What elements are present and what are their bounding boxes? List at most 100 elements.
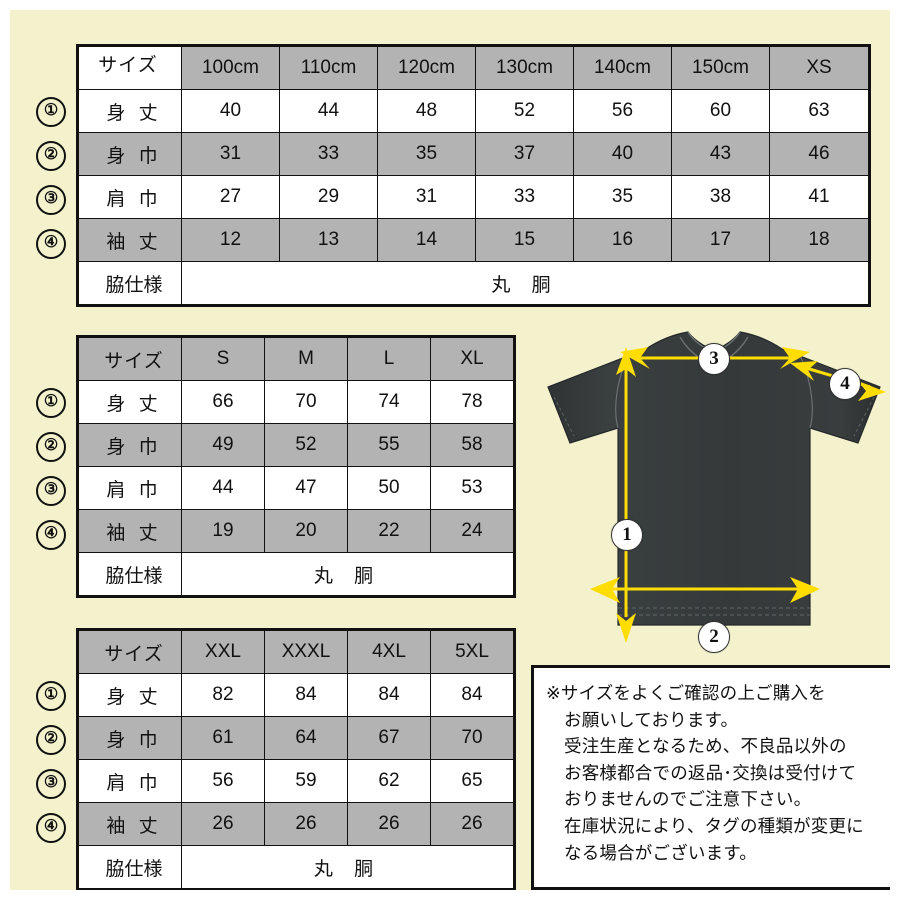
tshirt-measurement-diagram: 3 4 1 2	[528, 325, 890, 655]
cell: 84	[347, 673, 431, 717]
cell: 29	[279, 175, 378, 219]
cell: 63	[769, 89, 870, 133]
col-header: XL	[430, 336, 515, 381]
cell: 37	[475, 132, 574, 176]
cell: 74	[347, 380, 431, 424]
row-label: 肩 巾	[77, 175, 182, 219]
cell: 44	[279, 89, 378, 133]
note-line: 在庫状況により、タグの種類が変更に	[564, 815, 864, 836]
row-label: 身 丈	[77, 673, 182, 717]
row-label: 肩 巾	[77, 466, 182, 510]
footer-label: 脇仕様	[77, 845, 182, 890]
cell: 31	[181, 132, 280, 176]
table-footer-row: 脇仕様 丸 胴	[77, 845, 515, 890]
table-footer-row: 脇仕様 丸 胴	[77, 261, 870, 306]
marker-4-adult: ④	[36, 520, 66, 550]
cell: 35	[573, 175, 672, 219]
marker-2-kids: ②	[36, 141, 66, 171]
table-row: 身 巾 61 64 67 70	[77, 716, 515, 760]
footer-value: 丸 胴	[181, 261, 870, 306]
cell: 19	[181, 509, 265, 553]
cell: 14	[377, 218, 476, 262]
arrow-2-body-width	[590, 577, 820, 603]
cell: 64	[264, 716, 348, 760]
bottom-hem-stitch	[618, 607, 810, 616]
cell: 62	[347, 759, 431, 803]
purchase-notice-box: ※サイズをよくご確認の上ご購入を お願いしております。 受注生産となるため、不良…	[531, 665, 890, 890]
table-row: 肩 巾 27 29 31 33 35 38 41	[77, 175, 870, 219]
cell: 56	[573, 89, 672, 133]
cell: 66	[181, 380, 265, 424]
cell: 67	[347, 716, 431, 760]
cell: 58	[430, 423, 515, 467]
row-label: 身 丈	[77, 89, 182, 133]
cell: 24	[430, 509, 515, 553]
marker-3-kids: ③	[36, 185, 66, 215]
cell: 55	[347, 423, 431, 467]
cell: 84	[430, 673, 515, 717]
arrow-1-body-length	[616, 347, 636, 643]
row-label: 身 丈	[77, 380, 182, 424]
table-header-row: サイズ XXL XXXL 4XL 5XL	[77, 629, 515, 674]
cell: 12	[181, 218, 280, 262]
cell: 38	[671, 175, 770, 219]
col-header: XXL	[181, 629, 265, 674]
col-header: XS	[769, 45, 870, 90]
cell: 35	[377, 132, 476, 176]
cell: 70	[430, 716, 515, 760]
callout-2: 2	[698, 621, 730, 653]
cell: 27	[181, 175, 280, 219]
marker-1-kids: ①	[36, 97, 66, 127]
cell: 16	[573, 218, 672, 262]
cell: 43	[671, 132, 770, 176]
cell: 82	[181, 673, 265, 717]
cell: 13	[279, 218, 378, 262]
table-header-row: 身 丈 100cm 110cm 120cm 130cm 140cm 150cm …	[78, 45, 870, 90]
cell: 15	[475, 218, 574, 262]
col-header: 5XL	[430, 629, 515, 674]
big-size-table: サイズ XXL XXXL 4XL 5XL 身 丈 82 84 84 84 身 巾…	[76, 628, 516, 890]
table-row: 身 丈 82 84 84 84	[77, 673, 515, 717]
table-footer-row: 脇仕様 丸 胴	[77, 552, 515, 597]
cell: 40	[181, 89, 280, 133]
cell: 78	[430, 380, 515, 424]
col-header: S	[181, 336, 265, 381]
table-row: 袖 丈 12 13 14 15 16 17 18	[77, 218, 870, 262]
table-row: 身 丈 40 44 48 52 56 60 63	[77, 89, 870, 133]
cell: 52	[475, 89, 574, 133]
row-label: 肩 巾	[77, 759, 182, 803]
col-header: XXXL	[264, 629, 348, 674]
cell: 26	[430, 802, 515, 846]
cell: 56	[181, 759, 265, 803]
cell: 40	[573, 132, 672, 176]
cell: 20	[264, 509, 348, 553]
table-row: 袖 丈 26 26 26 26	[77, 802, 515, 846]
marker-2-adult: ②	[36, 432, 66, 462]
cell: 53	[430, 466, 515, 510]
note-line: ※サイズをよくご確認の上ご購入を	[546, 683, 826, 703]
footer-label: 脇仕様	[77, 261, 182, 306]
col-header: 140cm	[573, 45, 672, 90]
table-row: 肩 巾 44 47 50 53	[77, 466, 515, 510]
col-header: 4XL	[347, 629, 431, 674]
callout-4: 4	[829, 368, 861, 400]
cell: 46	[769, 132, 870, 176]
row-label: 袖 丈	[77, 218, 182, 262]
marker-3-adult: ③	[36, 476, 66, 506]
marker-4-kids: ④	[36, 229, 66, 259]
adult-size-table: サイズ S M L XL 身 丈 66 70 74 78 身 巾 49 52 5…	[76, 335, 516, 598]
cell: 41	[769, 175, 870, 219]
header-size-label: サイズ	[77, 336, 182, 381]
cell: 61	[181, 716, 265, 760]
callout-3: 3	[698, 343, 730, 375]
cell: 44	[181, 466, 265, 510]
row-label: 身 巾	[77, 423, 182, 467]
cell: 70	[264, 380, 348, 424]
col-header: 110cm	[279, 45, 378, 90]
row-label: 袖 丈	[77, 802, 182, 846]
kids-size-header-label: サイズ	[98, 55, 158, 76]
cell: 49	[181, 423, 265, 467]
col-header: L	[347, 336, 431, 381]
note-line: なる場合がございます。	[564, 842, 757, 863]
